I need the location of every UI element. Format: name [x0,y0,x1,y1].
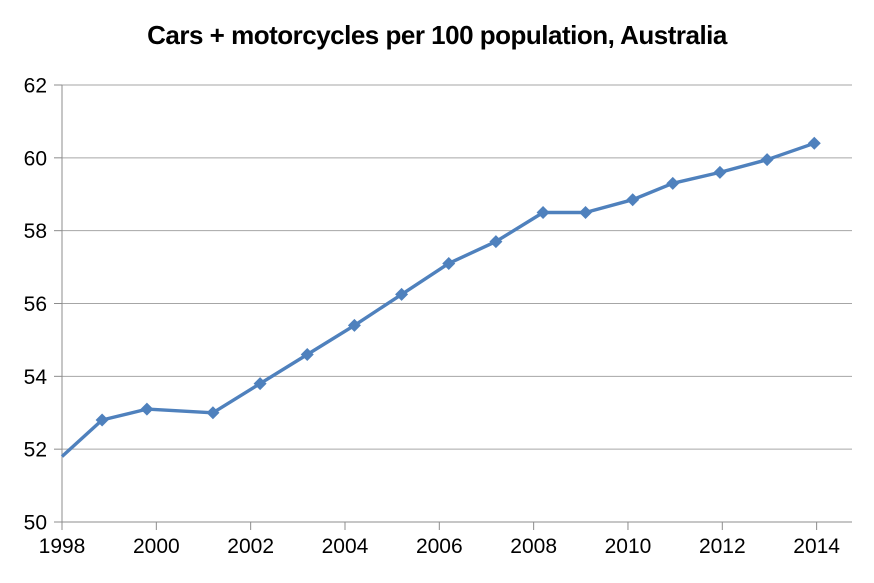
y-tick-label: 54 [24,366,48,389]
x-tick-label: 2008 [510,535,557,558]
data-point-marker [140,402,154,416]
data-point-marker [206,406,220,420]
x-tick-label: 2002 [227,535,274,558]
x-tick-label: 2004 [322,535,369,558]
series-line [60,141,815,458]
y-tick-label: 58 [24,220,47,243]
data-point-marker [579,205,593,219]
y-tick-label: 50 [24,512,47,535]
x-tick-label: 2006 [416,535,463,558]
data-point-marker [347,318,361,332]
data-point-marker [253,377,267,391]
data-point-marker [536,205,550,219]
data-point-marker [300,347,314,361]
x-tick-label: 2014 [793,535,840,558]
x-tick-label: 2000 [133,535,180,558]
y-tick-label: 56 [24,293,47,316]
y-tick-label: 62 [24,75,47,98]
data-point-marker [395,287,409,301]
data-point-marker [760,153,774,167]
data-point-marker [95,413,109,427]
x-tick-label: 2012 [699,535,746,558]
y-tick-label: 60 [24,147,47,170]
data-point-marker [626,193,640,207]
x-tick-label: 2010 [605,535,652,558]
data-point-marker [442,256,456,270]
data-point-marker [489,235,503,249]
x-tick-label: 1998 [39,535,86,558]
data-point-marker [807,136,821,150]
y-tick-label: 52 [24,439,47,462]
data-point-marker [713,165,727,179]
data-point-marker [666,176,680,190]
chart-title: Cars + motorcycles per 100 population, A… [147,20,727,50]
